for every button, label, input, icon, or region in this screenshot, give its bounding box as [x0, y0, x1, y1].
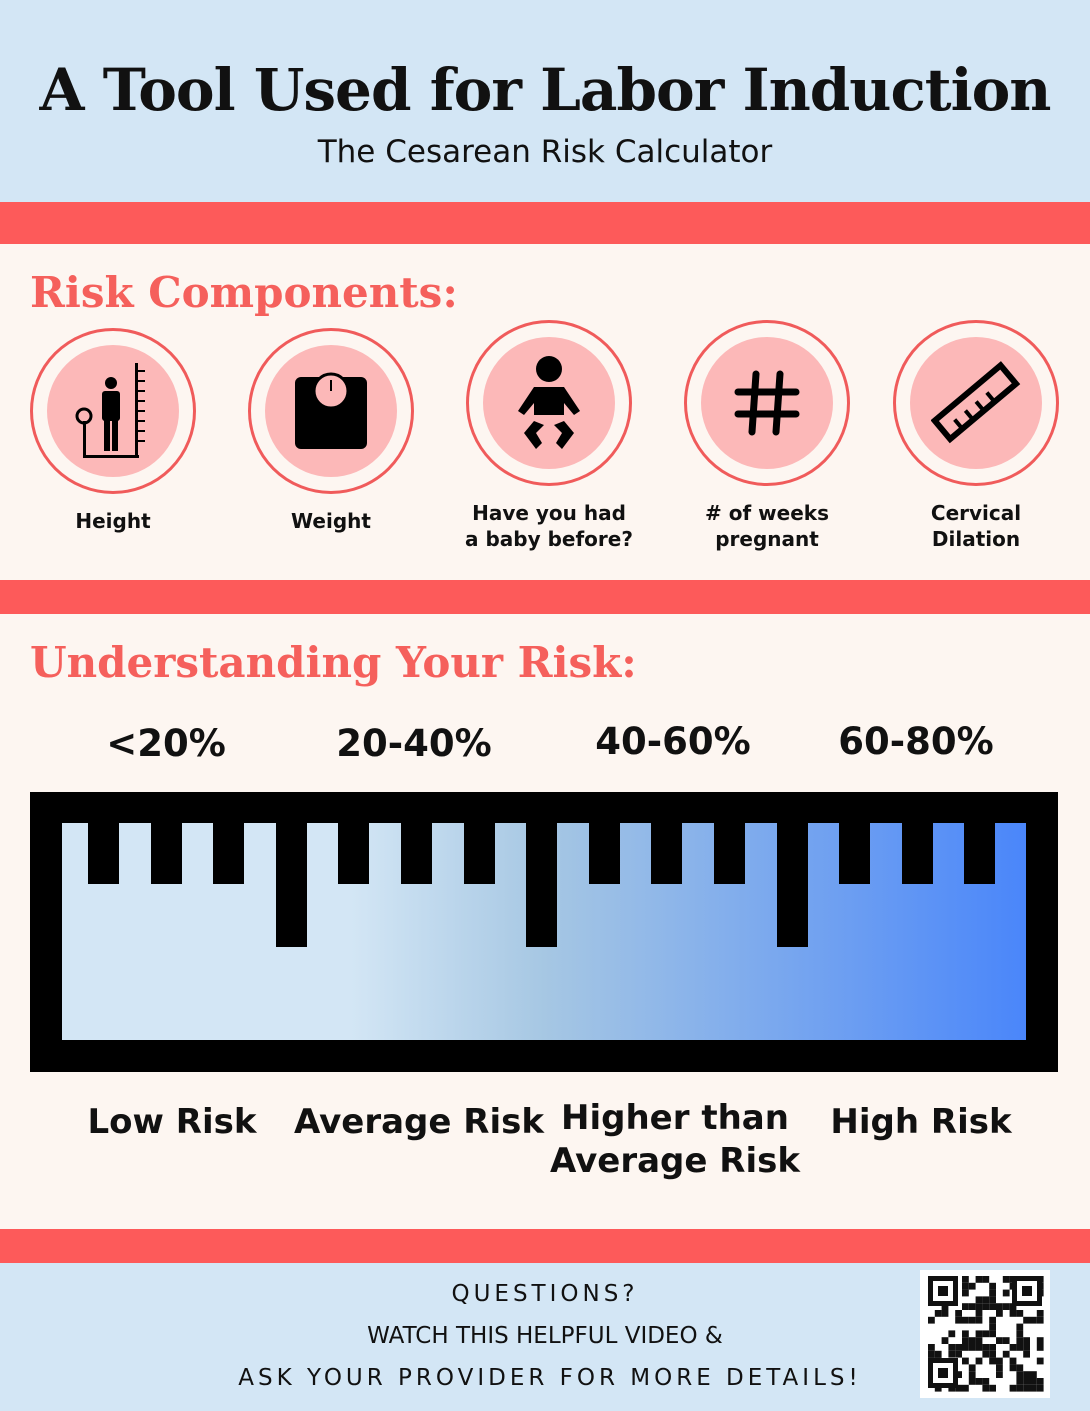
ruler-minor-tick [714, 823, 745, 884]
divider-band [0, 1229, 1090, 1263]
footer [0, 1263, 1090, 1411]
hash-icon [734, 370, 800, 436]
risk-level-average: Average Risk [294, 1102, 544, 1142]
ruler-major-tick [776, 823, 808, 947]
component-height: Height [28, 328, 198, 534]
range-label: 40-60% [595, 720, 751, 763]
page-subtitle: The Cesarean Risk Calculator [317, 134, 773, 170]
risk-ruler [30, 792, 1058, 1072]
divider-band [0, 202, 1090, 244]
ruler-major-tick [275, 823, 307, 947]
ruler-minor-tick [463, 823, 495, 884]
footer-ask-provider: ASK YOUR PROVIDER FOR MORE DETAILS! [238, 1365, 862, 1391]
ruler-minor-tick [88, 823, 119, 884]
ruler-minor-tick [588, 823, 620, 884]
component-label: # of weeks pregnant [705, 501, 829, 551]
component-prior-baby: Have you had a baby before? [464, 320, 634, 552]
divider-band [0, 580, 1090, 614]
ruler-minor-tick [964, 823, 996, 884]
range-label: 60-80% [838, 720, 994, 763]
risk-level-low: Low Risk [87, 1102, 257, 1142]
risk-level-high: High Risk [830, 1102, 1012, 1142]
component-label: Weight [291, 509, 371, 533]
scale-icon [295, 372, 367, 449]
ruler-minor-tick [901, 823, 933, 884]
footer-video: WATCH THIS HELPFUL VIDEO & [367, 1323, 723, 1349]
ruler-minor-tick [401, 823, 432, 884]
ruler-icon [931, 361, 1021, 444]
ruler-minor-tick [213, 823, 245, 884]
ruler-minor-tick [651, 823, 683, 884]
ruler-major-tick [526, 823, 558, 947]
range-label: <20% [106, 722, 226, 765]
height-measure-icon [75, 363, 145, 458]
risk-level-higher: Higher than Average Risk [550, 1098, 800, 1181]
baby-icon [518, 356, 580, 449]
component-weeks-pregnant: # of weeks pregnant [682, 320, 852, 552]
component-cervical-dilation: Cervical Dilation [891, 320, 1061, 552]
risk-components-title: Risk Components: [30, 268, 458, 317]
ruler-minor-tick [150, 823, 182, 884]
qr-code-icon[interactable] [920, 1270, 1050, 1398]
footer-questions: QUESTIONS? [451, 1281, 639, 1307]
understanding-risk-title: Understanding Your Risk: [30, 638, 637, 687]
range-label: 20-40% [336, 722, 492, 765]
ruler-minor-tick [338, 823, 370, 884]
component-label: Cervical Dilation [930, 501, 1022, 551]
ruler-minor-tick [839, 823, 871, 884]
component-label: Have you had a baby before? [465, 501, 633, 551]
header [0, 0, 1090, 202]
component-label: Height [75, 509, 151, 533]
component-weight: Weight [246, 328, 416, 534]
page-title: A Tool Used for Labor Induction [39, 56, 1052, 124]
